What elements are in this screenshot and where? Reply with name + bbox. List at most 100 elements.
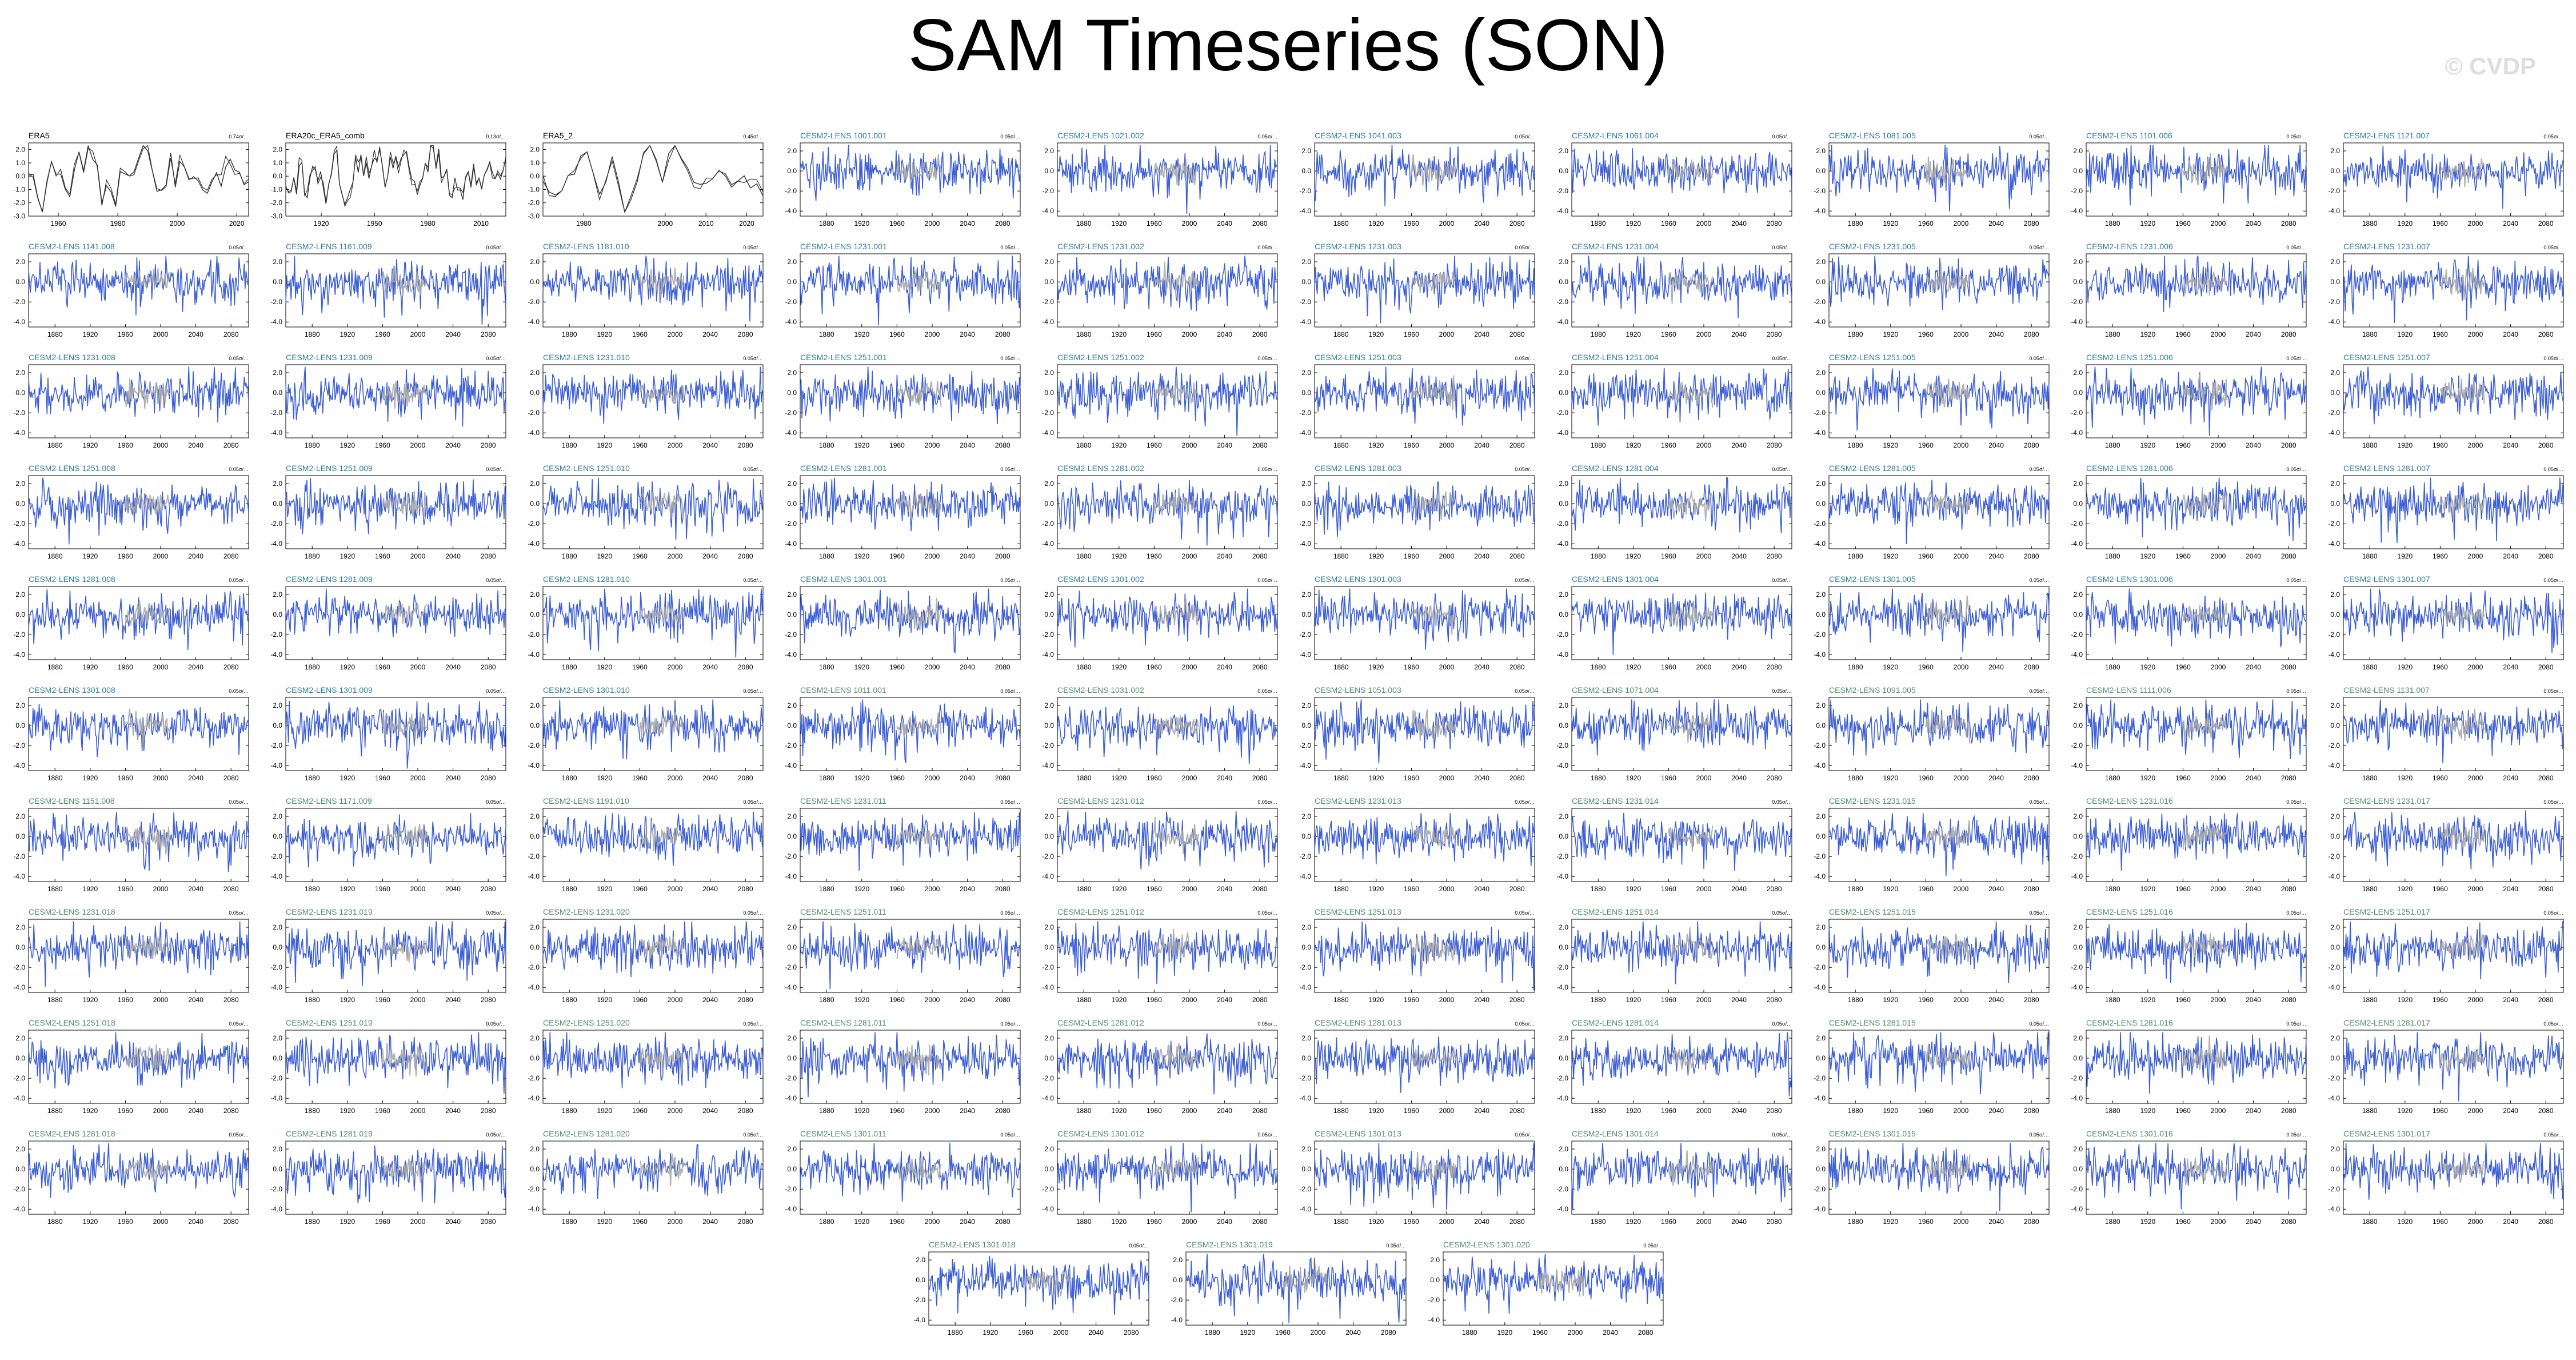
x-tick-label: 2080 — [2281, 1218, 2297, 1226]
x-tick-label: 1960 — [1404, 552, 1419, 560]
x-tick-label: 2080 — [1509, 1218, 1525, 1226]
x-tick-label: 2000 — [410, 663, 426, 671]
x-tick-label: 1960 — [1275, 1329, 1291, 1337]
ensemble-mean-line — [1153, 1043, 1199, 1070]
plot-frame — [1828, 475, 2050, 549]
x-tick-label: 2040 — [960, 663, 975, 671]
ensemble-mean-line — [1668, 600, 1714, 630]
panel-title: CESM2-LENS 1251.003 — [1315, 353, 1401, 362]
timeseries-panel: CESM2-LENS 1251.017 0.05σ/…2.00.0-2.0-4.0… — [2328, 907, 2564, 1004]
y-tick-label: 0.0 — [1816, 278, 1826, 286]
x-tick-label: 2000 — [410, 441, 426, 449]
y-tick-label: 0.0 — [15, 611, 25, 619]
x-tick-label: 2080 — [1509, 552, 1525, 560]
x-tick-label: 1920 — [82, 552, 98, 560]
y-tick-label: -4.0 — [13, 761, 25, 769]
trend-label: 0.05σ/… — [229, 466, 249, 472]
timeseries-panel: CESM2-LENS 1251.002 0.05σ/…2.00.0-2.0-4.0… — [1042, 353, 1278, 449]
panel-title: CESM2-LENS 1301.014 — [1572, 1129, 1659, 1138]
x-tick-label: 2040 — [1731, 996, 1747, 1004]
trend-label: 0.05σ/… — [2029, 134, 2049, 139]
x-tick-label: 2080 — [2024, 774, 2039, 782]
x-tick-label: 2040 — [1988, 774, 2004, 782]
panel-title: CESM2-LENS 1141.008 — [29, 242, 115, 251]
model-series-line — [2343, 366, 2564, 425]
y-tick-label: 2.0 — [1301, 923, 1311, 931]
model-series-line — [800, 256, 1021, 325]
panel-title: ERA5 — [29, 131, 50, 140]
x-tick-label: 1920 — [340, 1107, 355, 1115]
panel-title: CESM2-LENS 1231.017 — [2343, 796, 2430, 805]
x-tick-label: 2000 — [668, 996, 683, 1004]
y-tick-label: -1.0 — [13, 185, 25, 193]
panel-title: CESM2-LENS 1111.006 — [2086, 685, 2171, 695]
panel-title: CESM2-LENS 1231.006 — [2086, 242, 2173, 251]
y-tick-label: 2.0 — [1301, 591, 1311, 599]
ensemble-mean-line — [1925, 1154, 1971, 1188]
x-tick-label: 1880 — [2105, 1218, 2120, 1226]
x-tick-label: 2040 — [445, 441, 461, 449]
x-tick-label: 1880 — [2362, 441, 2378, 449]
x-tick-label: 1960 — [375, 441, 390, 449]
panel-title: CESM2-LENS 1251.002 — [1057, 353, 1144, 362]
x-tick-label: 2080 — [2281, 220, 2297, 228]
x-tick-label: 1880 — [1333, 885, 1349, 893]
y-tick-label: -4.0 — [528, 429, 540, 437]
timeseries-panel: CESM2-LENS 1301.016 0.05σ/…2.00.0-2.0-4.0… — [2071, 1129, 2307, 1226]
y-tick-label: 2.0 — [273, 1034, 282, 1042]
x-tick-label: 1920 — [983, 1329, 998, 1337]
panel-title: CESM2-LENS 1251.020 — [543, 1018, 630, 1027]
timeseries-panel: CESM2-LENS 1231.011 0.05σ/…2.00.0-2.0-4.0… — [785, 796, 1021, 893]
trend-label: 0.05σ/… — [1515, 1132, 1535, 1138]
page-title: SAM Timeseries (SON) — [908, 5, 1668, 86]
timeseries-panel: CESM2-LENS 1251.008 0.05σ/…2.00.0-2.0-4.0… — [13, 464, 249, 560]
x-tick-label: 1920 — [2397, 441, 2413, 449]
model-series-line — [28, 921, 249, 987]
x-tick-label: 1960 — [118, 996, 133, 1004]
panel-title: CESM2-LENS 1251.007 — [2343, 353, 2430, 362]
x-tick-label: 2080 — [2281, 774, 2297, 782]
x-tick-label: 1920 — [2140, 220, 2155, 228]
x-tick-label: 2000 — [925, 220, 940, 228]
x-tick-label: 2000 — [925, 663, 940, 671]
x-tick-label: 1880 — [1076, 330, 1092, 338]
x-tick-label: 2040 — [1217, 996, 1232, 1004]
trend-label: 0.05σ/… — [486, 245, 506, 250]
x-tick-label: 1920 — [597, 1218, 612, 1226]
x-tick-label: 2040 — [188, 552, 203, 560]
x-tick-label: 2000 — [1439, 774, 1455, 782]
y-tick-label: 0.0 — [1559, 943, 1568, 951]
x-tick-label: 1920 — [1368, 774, 1384, 782]
trend-label: 0.05σ/… — [743, 1021, 763, 1027]
x-tick-label: 1920 — [1883, 774, 1898, 782]
x-tick-label: 2000 — [1954, 220, 1969, 228]
ensemble-mean-line — [2182, 713, 2227, 742]
x-tick-label: 1920 — [597, 552, 612, 560]
trend-label: 0.05σ/… — [229, 910, 249, 916]
y-tick-label: 0.0 — [1559, 167, 1568, 175]
x-tick-label: 2040 — [2246, 330, 2261, 338]
model-series-line — [1571, 921, 1792, 984]
x-tick-label: 1960 — [1404, 1107, 1419, 1115]
y-tick-label: 0.0 — [1559, 500, 1568, 508]
plot-frame — [2086, 475, 2307, 549]
x-tick-label: 1920 — [1626, 220, 1641, 228]
y-tick-label: 2.0 — [1559, 147, 1568, 155]
x-tick-label: 1920 — [1883, 663, 1898, 671]
y-tick-label: 2.0 — [2330, 591, 2340, 599]
plot-frame — [800, 586, 1021, 660]
y-tick-label: -2.0 — [1556, 520, 1568, 528]
y-tick-label: -2.0 — [1299, 298, 1311, 306]
x-tick-label: 1960 — [375, 552, 390, 560]
x-tick-label: 2040 — [1217, 885, 1232, 893]
plot-frame — [2086, 364, 2307, 438]
y-tick-label: 0.0 — [530, 172, 540, 180]
y-tick-label: -4.0 — [13, 1094, 25, 1102]
x-tick-label: 2080 — [223, 552, 239, 560]
x-tick-label: 1960 — [889, 330, 905, 338]
x-tick-label: 1880 — [305, 330, 320, 338]
x-tick-label: 1960 — [118, 1107, 133, 1115]
plot-frame — [1571, 586, 1792, 660]
model-series-line — [28, 812, 249, 872]
x-tick-label: 2040 — [445, 552, 461, 560]
